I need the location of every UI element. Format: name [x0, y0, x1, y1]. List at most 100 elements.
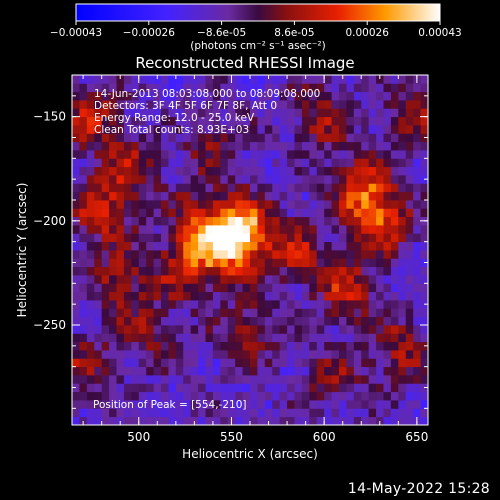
heatmap-cell — [420, 350, 429, 359]
heatmap-cell — [212, 408, 221, 418]
heatmap-cell — [190, 291, 199, 301]
heatmap-cell — [309, 275, 318, 284]
heatmap-cell — [250, 366, 258, 376]
heatmap-cell — [264, 125, 273, 134]
heatmap-cell — [86, 266, 95, 276]
heatmap-cell — [383, 108, 392, 118]
heatmap-cell — [175, 125, 184, 134]
heatmap-cell — [153, 158, 162, 168]
heatmap-cell — [212, 333, 221, 343]
heatmap-cell — [235, 133, 243, 143]
heatmap-cell — [138, 316, 147, 326]
heatmap-cell — [235, 316, 243, 326]
heatmap-cell — [183, 358, 192, 368]
heatmap-cell — [101, 175, 110, 184]
heatmap-cell — [368, 133, 377, 143]
heatmap-cell — [175, 208, 184, 218]
heatmap-cell — [316, 83, 325, 93]
heatmap-cell — [272, 316, 281, 326]
heatmap-cell — [227, 300, 236, 309]
heatmap-cell — [79, 375, 88, 384]
heatmap-cell — [279, 366, 288, 376]
heatmap-cell — [301, 400, 310, 409]
heatmap-cell — [153, 166, 162, 176]
heatmap-cell — [257, 150, 266, 159]
heatmap-cell — [398, 158, 407, 168]
heatmap-cell — [138, 325, 147, 334]
heatmap-cell — [368, 216, 377, 226]
heatmap-cell — [264, 208, 273, 218]
heatmap-cell — [101, 416, 110, 426]
heatmap-cell — [94, 325, 103, 334]
heatmap-cell — [257, 183, 266, 193]
heatmap-cell — [153, 75, 162, 84]
heatmap-cell — [168, 341, 177, 351]
heatmap-cell — [390, 333, 399, 343]
heatmap-cell — [390, 141, 399, 151]
heatmap-cell — [413, 333, 421, 343]
heatmap-cell — [368, 275, 377, 284]
heatmap-cell — [86, 391, 95, 401]
heatmap-cell — [272, 233, 281, 243]
heatmap-cell — [205, 416, 214, 426]
heatmap-cell — [235, 108, 243, 118]
heatmap-cell — [383, 283, 392, 293]
heatmap-cell — [376, 275, 384, 284]
heatmap-cell — [72, 250, 80, 259]
heatmap-cell — [242, 283, 251, 293]
heatmap-cell — [168, 200, 177, 209]
heatmap-cell — [153, 300, 162, 309]
heatmap-cell — [250, 316, 258, 326]
heatmap-cell — [94, 275, 103, 284]
heatmap-cell — [405, 408, 414, 418]
heatmap-cell — [309, 416, 318, 426]
heatmap-cell — [227, 325, 236, 334]
heatmap-cell — [309, 316, 318, 326]
heatmap-cell — [198, 91, 206, 101]
heatmap-cell — [94, 316, 103, 326]
heatmap-cell — [175, 391, 184, 401]
heatmap-cell — [123, 208, 132, 218]
heatmap-cell — [331, 200, 340, 209]
heatmap-cell — [116, 150, 125, 159]
heatmap-cell — [316, 133, 325, 143]
heatmap-cell — [398, 266, 407, 276]
heatmap-cell — [405, 133, 414, 143]
heatmap-cell — [161, 266, 169, 276]
heatmap-cell — [376, 375, 384, 384]
heatmap-cell — [279, 258, 288, 268]
heatmap-cell — [287, 308, 295, 318]
heatmap-cell — [227, 400, 236, 409]
heatmap-cell — [235, 375, 243, 384]
heatmap-cell — [331, 400, 340, 409]
heatmap-cell — [383, 75, 392, 84]
heatmap-cell — [301, 350, 310, 359]
heatmap-cell — [109, 75, 117, 84]
heatmap-cell — [109, 400, 117, 409]
heatmap-cell — [361, 83, 370, 93]
heatmap-cell — [138, 108, 147, 118]
heatmap-cell — [353, 158, 362, 168]
heatmap-cell — [101, 183, 110, 193]
heatmap-cell — [324, 266, 332, 276]
heatmap-cell — [257, 291, 266, 301]
heatmap-cell — [398, 150, 407, 159]
heatmap-cell — [405, 108, 414, 118]
heatmap-cell — [153, 191, 162, 201]
heatmap-cell — [420, 75, 429, 84]
heatmap-cell — [383, 250, 392, 259]
observation-info: 14-Jun-2013 08:03:08.000 to 08:09:08.000… — [94, 88, 320, 136]
heatmap-cell — [220, 291, 229, 301]
heatmap-cell — [301, 250, 310, 259]
heatmap-cell — [339, 375, 347, 384]
heatmap-cell — [279, 100, 288, 109]
heatmap-cell — [86, 350, 95, 359]
colorbar-tick-label: 0.00043 — [418, 27, 461, 39]
heatmap-cell — [405, 383, 414, 393]
heatmap-cell — [242, 225, 251, 234]
heatmap-cell — [257, 408, 266, 418]
heatmap-cell — [346, 133, 355, 143]
heatmap-cell — [175, 233, 184, 243]
heatmap-cell — [175, 375, 184, 384]
heatmap-cell — [309, 391, 318, 401]
